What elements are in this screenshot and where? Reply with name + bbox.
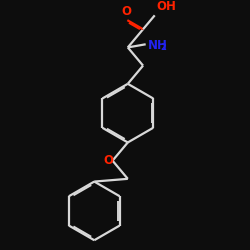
Text: O: O	[103, 154, 113, 167]
Text: OH: OH	[156, 0, 176, 13]
Text: O: O	[122, 5, 132, 18]
Text: NH: NH	[148, 39, 168, 52]
Text: 2: 2	[160, 42, 166, 51]
